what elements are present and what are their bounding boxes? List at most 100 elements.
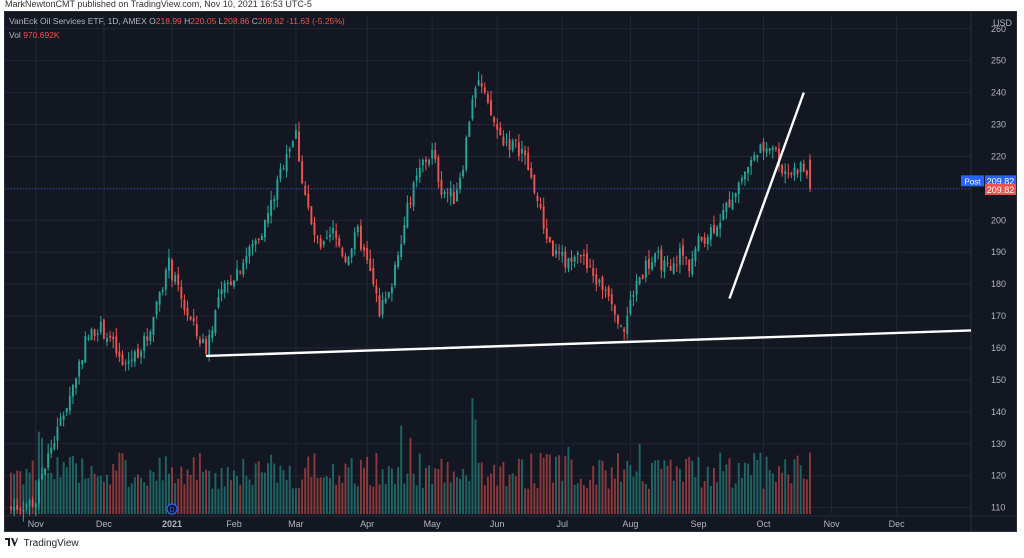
candle-body bbox=[617, 315, 619, 324]
candle-body bbox=[59, 418, 62, 426]
candle-body bbox=[412, 182, 415, 207]
chart-panel[interactable]: 1101201301401501601701801902002102202302… bbox=[4, 11, 1017, 532]
candle-body bbox=[205, 338, 208, 354]
candle-body bbox=[56, 426, 59, 441]
candle-body bbox=[629, 300, 632, 314]
volume-bar bbox=[282, 469, 285, 514]
candle-body bbox=[452, 191, 455, 204]
volume-bar bbox=[592, 465, 595, 514]
candlestick-chart[interactable]: 1101201301401501601701801902002102202302… bbox=[5, 12, 1016, 531]
volume-bar bbox=[579, 478, 582, 514]
volume-bar bbox=[347, 467, 350, 514]
candle-body bbox=[644, 260, 647, 278]
volume-bar bbox=[787, 474, 790, 514]
candle-body bbox=[186, 307, 189, 316]
volume-bar bbox=[551, 482, 554, 514]
volume-bar bbox=[601, 460, 604, 514]
legend-close-label: C bbox=[252, 16, 258, 26]
volume-bar bbox=[59, 476, 62, 514]
candle-body bbox=[774, 148, 777, 150]
candle-body bbox=[459, 177, 461, 189]
candle-body bbox=[511, 140, 514, 151]
candle-body bbox=[573, 256, 576, 262]
volume-bar bbox=[781, 472, 784, 514]
candle-body bbox=[211, 330, 214, 339]
candle-body bbox=[75, 378, 77, 388]
volume-bar bbox=[809, 452, 811, 514]
volume-bar bbox=[226, 467, 229, 514]
volume-bar bbox=[663, 460, 666, 514]
volume-bar bbox=[143, 482, 146, 514]
candle-body bbox=[279, 168, 282, 179]
candle-body bbox=[706, 237, 709, 245]
tradingview-logo-icon[interactable] bbox=[5, 538, 18, 549]
volume-bar bbox=[731, 487, 734, 514]
candle-body bbox=[171, 259, 173, 281]
candle-body bbox=[180, 286, 183, 299]
candle-body bbox=[449, 188, 452, 197]
candle-body bbox=[301, 161, 304, 184]
volume-bar bbox=[793, 459, 796, 514]
legend-open-value: 218.99 bbox=[156, 16, 182, 26]
volume-bar bbox=[688, 456, 691, 514]
candle-body bbox=[127, 360, 130, 364]
volume-bar bbox=[771, 473, 774, 514]
volume-bar bbox=[71, 456, 74, 514]
dividend-marker-label: D bbox=[170, 507, 175, 514]
volume-bar bbox=[344, 463, 347, 514]
volume-bar bbox=[403, 483, 406, 514]
candle-body bbox=[521, 148, 523, 154]
candle-body bbox=[796, 169, 799, 174]
volume-bar bbox=[756, 459, 759, 514]
volume-bar bbox=[474, 419, 477, 514]
volume-bar bbox=[765, 456, 768, 514]
volume-bar bbox=[47, 472, 50, 514]
candle-body bbox=[251, 244, 254, 248]
candle-body bbox=[465, 137, 468, 170]
volume-bar bbox=[34, 480, 37, 514]
volume-bar bbox=[356, 486, 359, 514]
candle-body bbox=[434, 149, 437, 160]
volume-bar bbox=[443, 482, 446, 514]
candle-body bbox=[233, 280, 235, 287]
candle-body bbox=[586, 253, 588, 269]
candle-body bbox=[229, 281, 232, 286]
candle-body bbox=[477, 80, 480, 86]
chart-header: MarkNewtonCMT published on TradingView.c… bbox=[0, 0, 1024, 10]
y-tick-label: 190 bbox=[991, 247, 1006, 257]
candle-body bbox=[607, 287, 610, 297]
candle-body bbox=[189, 316, 192, 320]
volume-bar bbox=[657, 459, 660, 514]
candle-body bbox=[124, 363, 127, 365]
volume-bar bbox=[573, 484, 576, 514]
candle-body bbox=[363, 247, 365, 251]
candle-body bbox=[805, 170, 808, 176]
y-tick-label: 120 bbox=[991, 471, 1006, 481]
volume-bar bbox=[629, 465, 632, 514]
candle-body bbox=[384, 298, 387, 303]
candle-body bbox=[155, 301, 158, 315]
candle-body bbox=[282, 168, 285, 170]
candle-body bbox=[254, 240, 257, 245]
candle-body bbox=[493, 117, 496, 123]
volume-bar bbox=[462, 468, 465, 514]
volume-bar bbox=[263, 472, 266, 514]
candle-body bbox=[406, 203, 409, 228]
candle-body bbox=[115, 336, 118, 354]
volume-bar bbox=[276, 482, 279, 514]
volume-bar bbox=[713, 468, 715, 514]
y-tick-label: 220 bbox=[991, 151, 1006, 161]
candle-body bbox=[81, 360, 84, 365]
candle-body bbox=[598, 279, 601, 283]
volume-bar bbox=[202, 471, 204, 514]
candle-body bbox=[109, 335, 112, 338]
tradingview-brand-text[interactable]: TradingView bbox=[23, 538, 79, 549]
candle-body bbox=[78, 361, 81, 377]
candle-body bbox=[471, 99, 474, 120]
volume-bar bbox=[722, 471, 725, 514]
volume-bar bbox=[647, 488, 650, 514]
candle-body bbox=[551, 240, 554, 257]
volume-bar bbox=[468, 481, 471, 514]
candle-body bbox=[214, 310, 217, 334]
volume-bar bbox=[378, 484, 381, 514]
